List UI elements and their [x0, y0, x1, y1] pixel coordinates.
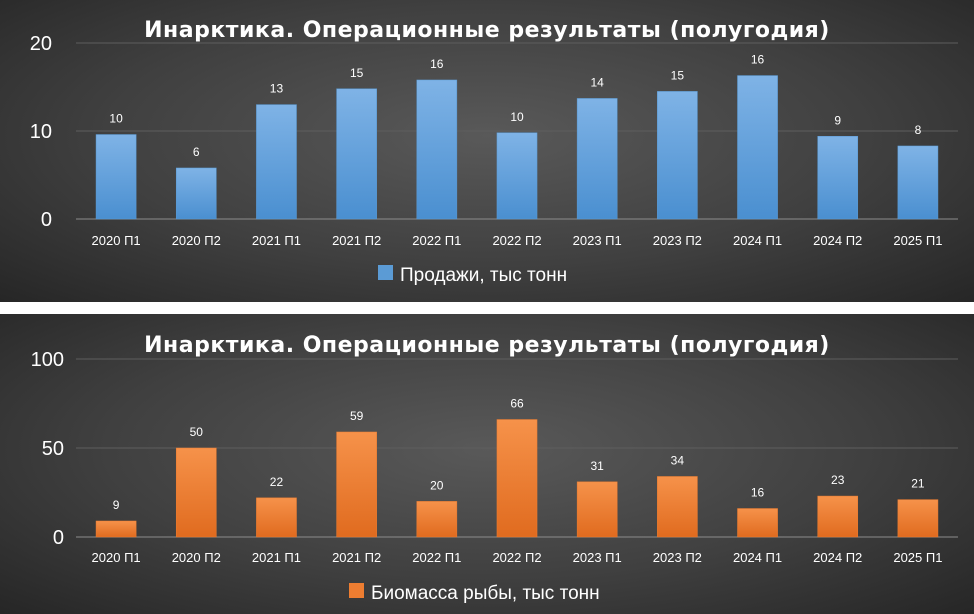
data-label: 21 [911, 477, 925, 491]
data-label: 15 [350, 66, 364, 80]
bar [175, 167, 217, 220]
data-label: 34 [671, 453, 685, 467]
x-tick-label: 2023 П1 [573, 233, 622, 248]
bar [175, 447, 217, 538]
data-label: 31 [591, 459, 605, 473]
sales-chart: 0 10 20 10 2020 П1 6 2020 П2 13 2021 П1 15 2021 П… [30, 18, 958, 286]
x-tick-label: 2020 П1 [92, 550, 141, 565]
legend-label: Биомасса рыбы, тыс тонн [371, 583, 600, 604]
x-tick-label: 2021 П1 [252, 233, 301, 248]
y-tick-label: 0 [41, 209, 52, 231]
y-tick-label: 100 [31, 349, 64, 371]
chart-title: Инарктика. Операционные результаты (полу… [144, 333, 830, 358]
biomass-chart: 0 50 100 9 2020 П1 50 2020 П2 22 2021 П1 59 2021 … [31, 333, 958, 604]
x-tick-label: 2023 П2 [653, 550, 702, 565]
x-tick-label: 2024 П2 [813, 550, 862, 565]
data-label: 66 [510, 397, 524, 411]
data-label: 23 [831, 473, 845, 487]
bar [817, 495, 859, 538]
bar [576, 98, 618, 220]
x-tick-label: 2022 П1 [412, 233, 461, 248]
x-tick-label: 2023 П2 [653, 233, 702, 248]
x-tick-label: 2022 П2 [492, 550, 541, 565]
data-label: 15 [671, 68, 685, 82]
x-tick-label: 2024 П1 [733, 233, 782, 248]
bar [95, 134, 137, 220]
legend-swatch [349, 583, 364, 598]
chart-panel-sales: 0 10 20 10 2020 П1 6 2020 П2 13 2021 П1 15 2021 П… [0, 0, 974, 302]
data-label: 10 [109, 112, 123, 126]
data-label: 16 [751, 486, 765, 500]
data-label: 50 [190, 425, 204, 439]
data-label: 20 [430, 478, 444, 492]
bar [737, 75, 778, 220]
x-tick-label: 2020 П1 [92, 233, 141, 248]
data-label: 16 [751, 53, 765, 67]
bar [897, 145, 939, 220]
data-label: 59 [350, 409, 364, 423]
x-tick-label: 2023 П1 [573, 550, 622, 565]
data-label: 9 [113, 498, 120, 512]
bar [657, 476, 698, 538]
x-tick-label: 2021 П1 [252, 550, 301, 565]
bar [336, 88, 377, 220]
bar [657, 91, 698, 220]
bar [256, 497, 297, 538]
x-tick-label: 2021 П2 [332, 550, 381, 565]
data-label: 9 [834, 113, 841, 127]
data-label: 6 [193, 145, 200, 159]
bar [336, 431, 377, 538]
bar [817, 136, 859, 220]
x-tick-label: 2022 П1 [412, 550, 461, 565]
x-tick-label: 2024 П2 [813, 233, 862, 248]
bar [496, 419, 538, 538]
bar [416, 79, 458, 220]
bar [95, 520, 137, 538]
bar [496, 132, 538, 220]
x-tick-label: 2025 П1 [893, 233, 942, 248]
bar [576, 481, 618, 538]
legend-swatch [378, 265, 393, 280]
data-label: 22 [270, 475, 284, 489]
data-label: 16 [430, 57, 444, 71]
bar [737, 508, 778, 538]
y-tick-label: 10 [30, 121, 52, 143]
data-label: 14 [591, 75, 605, 89]
data-label: 10 [510, 110, 524, 124]
x-tick-label: 2024 П1 [733, 550, 782, 565]
x-tick-label: 2020 П2 [172, 233, 221, 248]
x-tick-label: 2020 П2 [172, 550, 221, 565]
bar [256, 104, 297, 220]
x-tick-label: 2021 П2 [332, 233, 381, 248]
bar [416, 501, 458, 538]
bar [897, 499, 939, 538]
chart-panel-biomass: 0 50 100 9 2020 П1 50 2020 П2 22 2021 П1 59 2021 … [0, 314, 974, 614]
chart-title: Инарктика. Операционные результаты (полу… [144, 18, 830, 43]
legend-label: Продажи, тыс тонн [400, 265, 567, 286]
y-tick-label: 50 [42, 438, 64, 460]
x-tick-label: 2022 П2 [492, 233, 541, 248]
y-tick-label: 20 [30, 33, 52, 55]
y-tick-label: 0 [53, 527, 64, 549]
x-tick-label: 2025 П1 [893, 550, 942, 565]
data-label: 8 [915, 123, 922, 137]
data-label: 13 [270, 82, 284, 96]
